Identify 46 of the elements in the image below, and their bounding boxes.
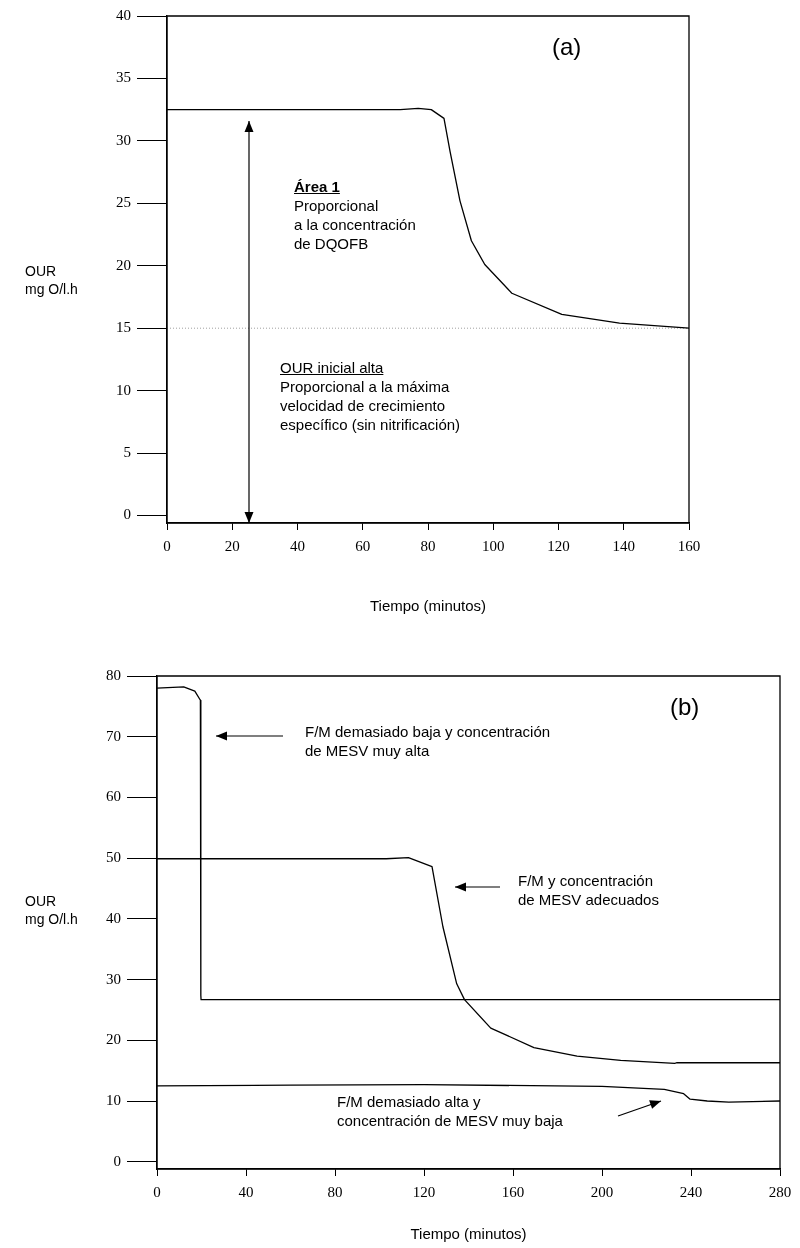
x-axis-title: Tiempo (minutos) <box>410 1225 527 1243</box>
x-tick-label: 160 <box>501 1183 525 1200</box>
annotation: (b) <box>670 692 700 722</box>
y-tick-label: 10 <box>116 381 131 398</box>
y-tick-label: 25 <box>116 194 131 211</box>
x-tick-label: 0 <box>163 537 171 554</box>
y-tick-label: 10 <box>106 1091 121 1108</box>
x-tick-label: 120 <box>547 537 570 554</box>
y-tick-label: 20 <box>106 1031 121 1048</box>
x-tick-label: 240 <box>679 1183 703 1200</box>
y-tick-label: 70 <box>106 727 121 744</box>
annotation: OUR inicial alta Proporcional a la máxima velocidad de crecimiento específico (sin nitrificación) <box>280 358 461 434</box>
y-tick-label: 60 <box>106 788 121 805</box>
x-tick-label: 120 <box>412 1183 436 1200</box>
y-tick-label: 35 <box>116 69 131 86</box>
annotation: F/M y concentración de MESV adecuados <box>518 871 659 909</box>
x-tick-label: 40 <box>290 537 305 554</box>
x-tick-label: 80 <box>327 1183 343 1200</box>
x-tick-label: 160 <box>677 537 701 554</box>
annotation: Área 1 Proporcional a la concentración de DQOFB <box>294 177 416 253</box>
x-tick-label: 60 <box>355 537 371 554</box>
y-tick-label: 40 <box>116 6 131 23</box>
x-tick-label: 100 <box>482 537 505 554</box>
y-tick-label: 20 <box>116 256 131 273</box>
x-tick-label: 40 <box>238 1183 254 1200</box>
y-axis-title: OUR mg O/l.h <box>25 262 78 298</box>
y-axis-title: OUR mg O/l.h <box>25 892 78 928</box>
y-tick-label: 5 <box>123 444 131 461</box>
x-tick-label: 0 <box>153 1183 161 1200</box>
x-tick-label: 200 <box>590 1183 614 1200</box>
y-tick-label: 30 <box>106 970 121 987</box>
annotation: (a) <box>552 32 582 62</box>
y-tick-label: 0 <box>113 1152 121 1169</box>
y-tick-label: 15 <box>116 319 131 336</box>
y-tick-label: 30 <box>116 131 131 148</box>
y-tick-label: 50 <box>106 849 121 866</box>
annotation: F/M demasiado alta y concentración de MESV muy baja <box>337 1092 563 1130</box>
y-tick-label: 40 <box>106 909 121 926</box>
x-tick-label: 80 <box>420 537 436 554</box>
annotation: F/M demasiado baja y concentración de MESV muy alta <box>305 722 551 760</box>
x-tick-label: 140 <box>612 537 635 554</box>
x-axis-title: Tiempo (minutos) <box>369 597 487 615</box>
y-tick-label: 80 <box>106 666 121 683</box>
x-tick-label: 20 <box>224 537 240 554</box>
y-tick-label: 0 <box>123 506 131 523</box>
x-tick-label: 280 <box>768 1183 792 1200</box>
